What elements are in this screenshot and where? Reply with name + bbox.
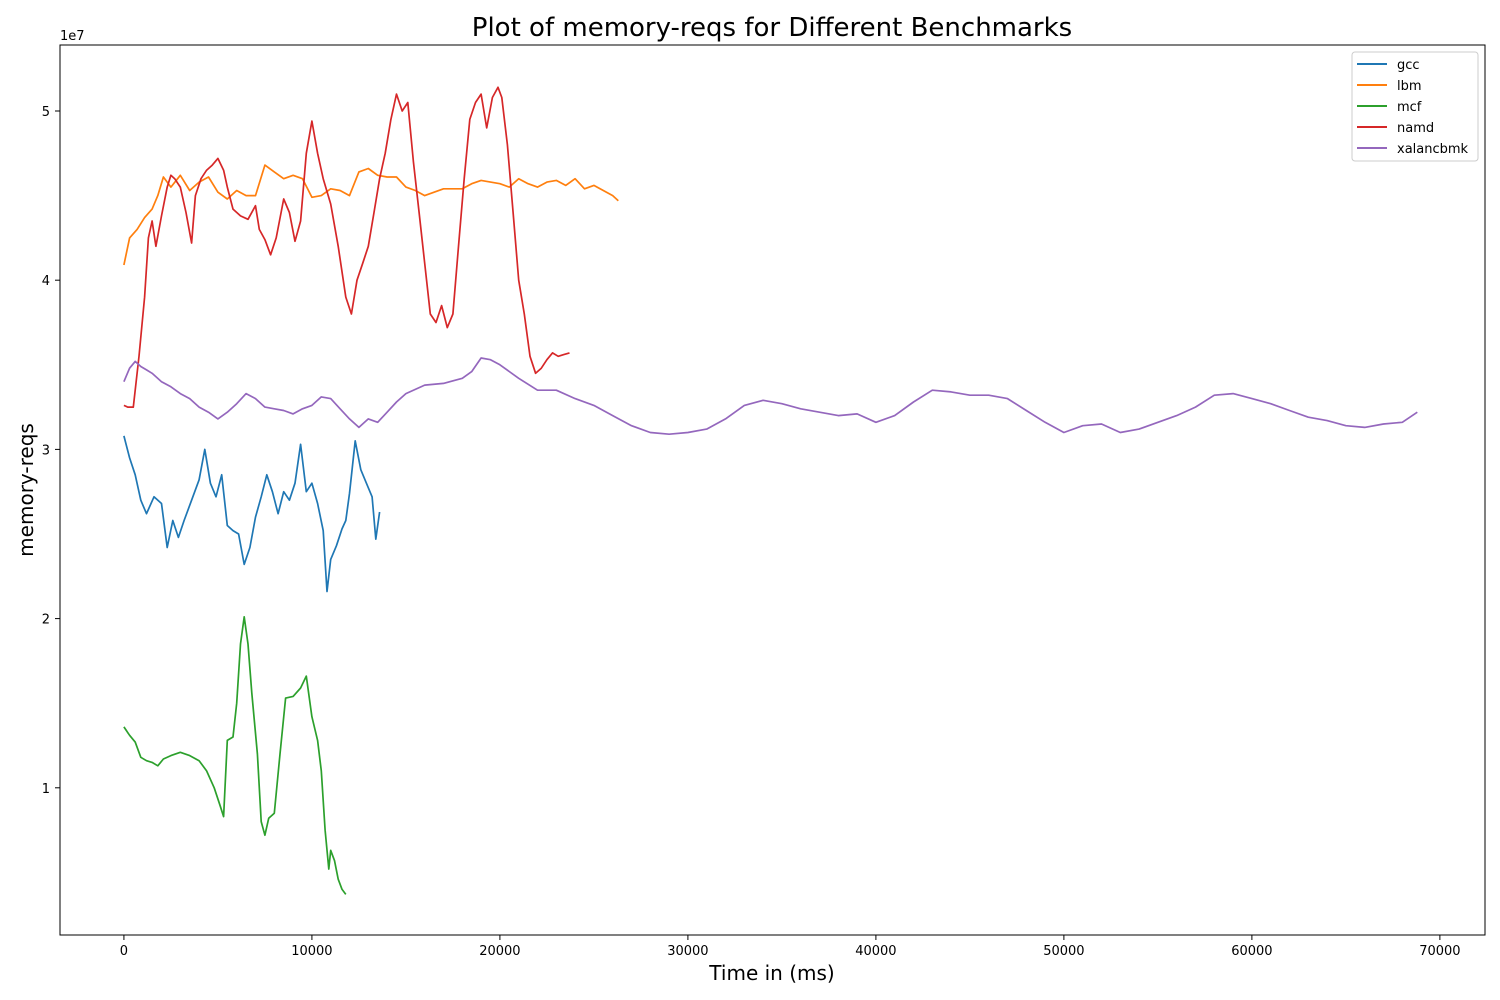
y-tick-label: 3 bbox=[42, 443, 50, 458]
series-line-mcf bbox=[123, 616, 347, 895]
y-tick-label: 2 bbox=[42, 613, 50, 628]
x-tick-label: 70000 bbox=[1419, 944, 1460, 959]
x-tick-label: 0 bbox=[120, 944, 128, 959]
legend-label-lbm: lbm bbox=[1397, 79, 1422, 94]
series-line-namd bbox=[123, 86, 570, 408]
chart-title: Plot of memory-reqs for Different Benchm… bbox=[472, 13, 1072, 43]
x-tick-label: 20000 bbox=[479, 944, 520, 959]
x-tick-label: 40000 bbox=[855, 944, 896, 959]
series-line-gcc bbox=[123, 435, 381, 593]
y-offset-label: 1e7 bbox=[60, 29, 85, 44]
legend-box bbox=[1351, 51, 1479, 162]
x-axis: 0 10000 20000 30000 40000 50000 60000 70000 bbox=[120, 935, 1461, 959]
x-tick-label: 30000 bbox=[667, 944, 708, 959]
y-tick-label: 5 bbox=[42, 105, 50, 120]
y-axis-label: memory-reqs bbox=[14, 423, 38, 557]
legend: gcc lbm mcf namd xalancbmk bbox=[1351, 51, 1479, 162]
y-tick-label: 4 bbox=[42, 274, 50, 289]
x-axis-label: Time in (ms) bbox=[708, 961, 834, 985]
x-tick-label: 50000 bbox=[1043, 944, 1084, 959]
x-tick-label: 60000 bbox=[1231, 944, 1272, 959]
y-axis: 1 2 3 4 5 bbox=[42, 105, 60, 797]
legend-label-mcf: mcf bbox=[1397, 100, 1422, 115]
plot-area-frame bbox=[59, 44, 1486, 936]
y-tick-label: 1 bbox=[42, 782, 50, 797]
legend-label-xalancbmk: xalancbmk bbox=[1397, 142, 1469, 157]
series-group bbox=[123, 86, 1418, 895]
series-line-xalancbmk bbox=[123, 357, 1418, 436]
series-line-lbm bbox=[123, 164, 619, 266]
x-tick-label: 10000 bbox=[291, 944, 332, 959]
legend-label-namd: namd bbox=[1397, 121, 1434, 136]
legend-label-gcc: gcc bbox=[1397, 58, 1420, 73]
